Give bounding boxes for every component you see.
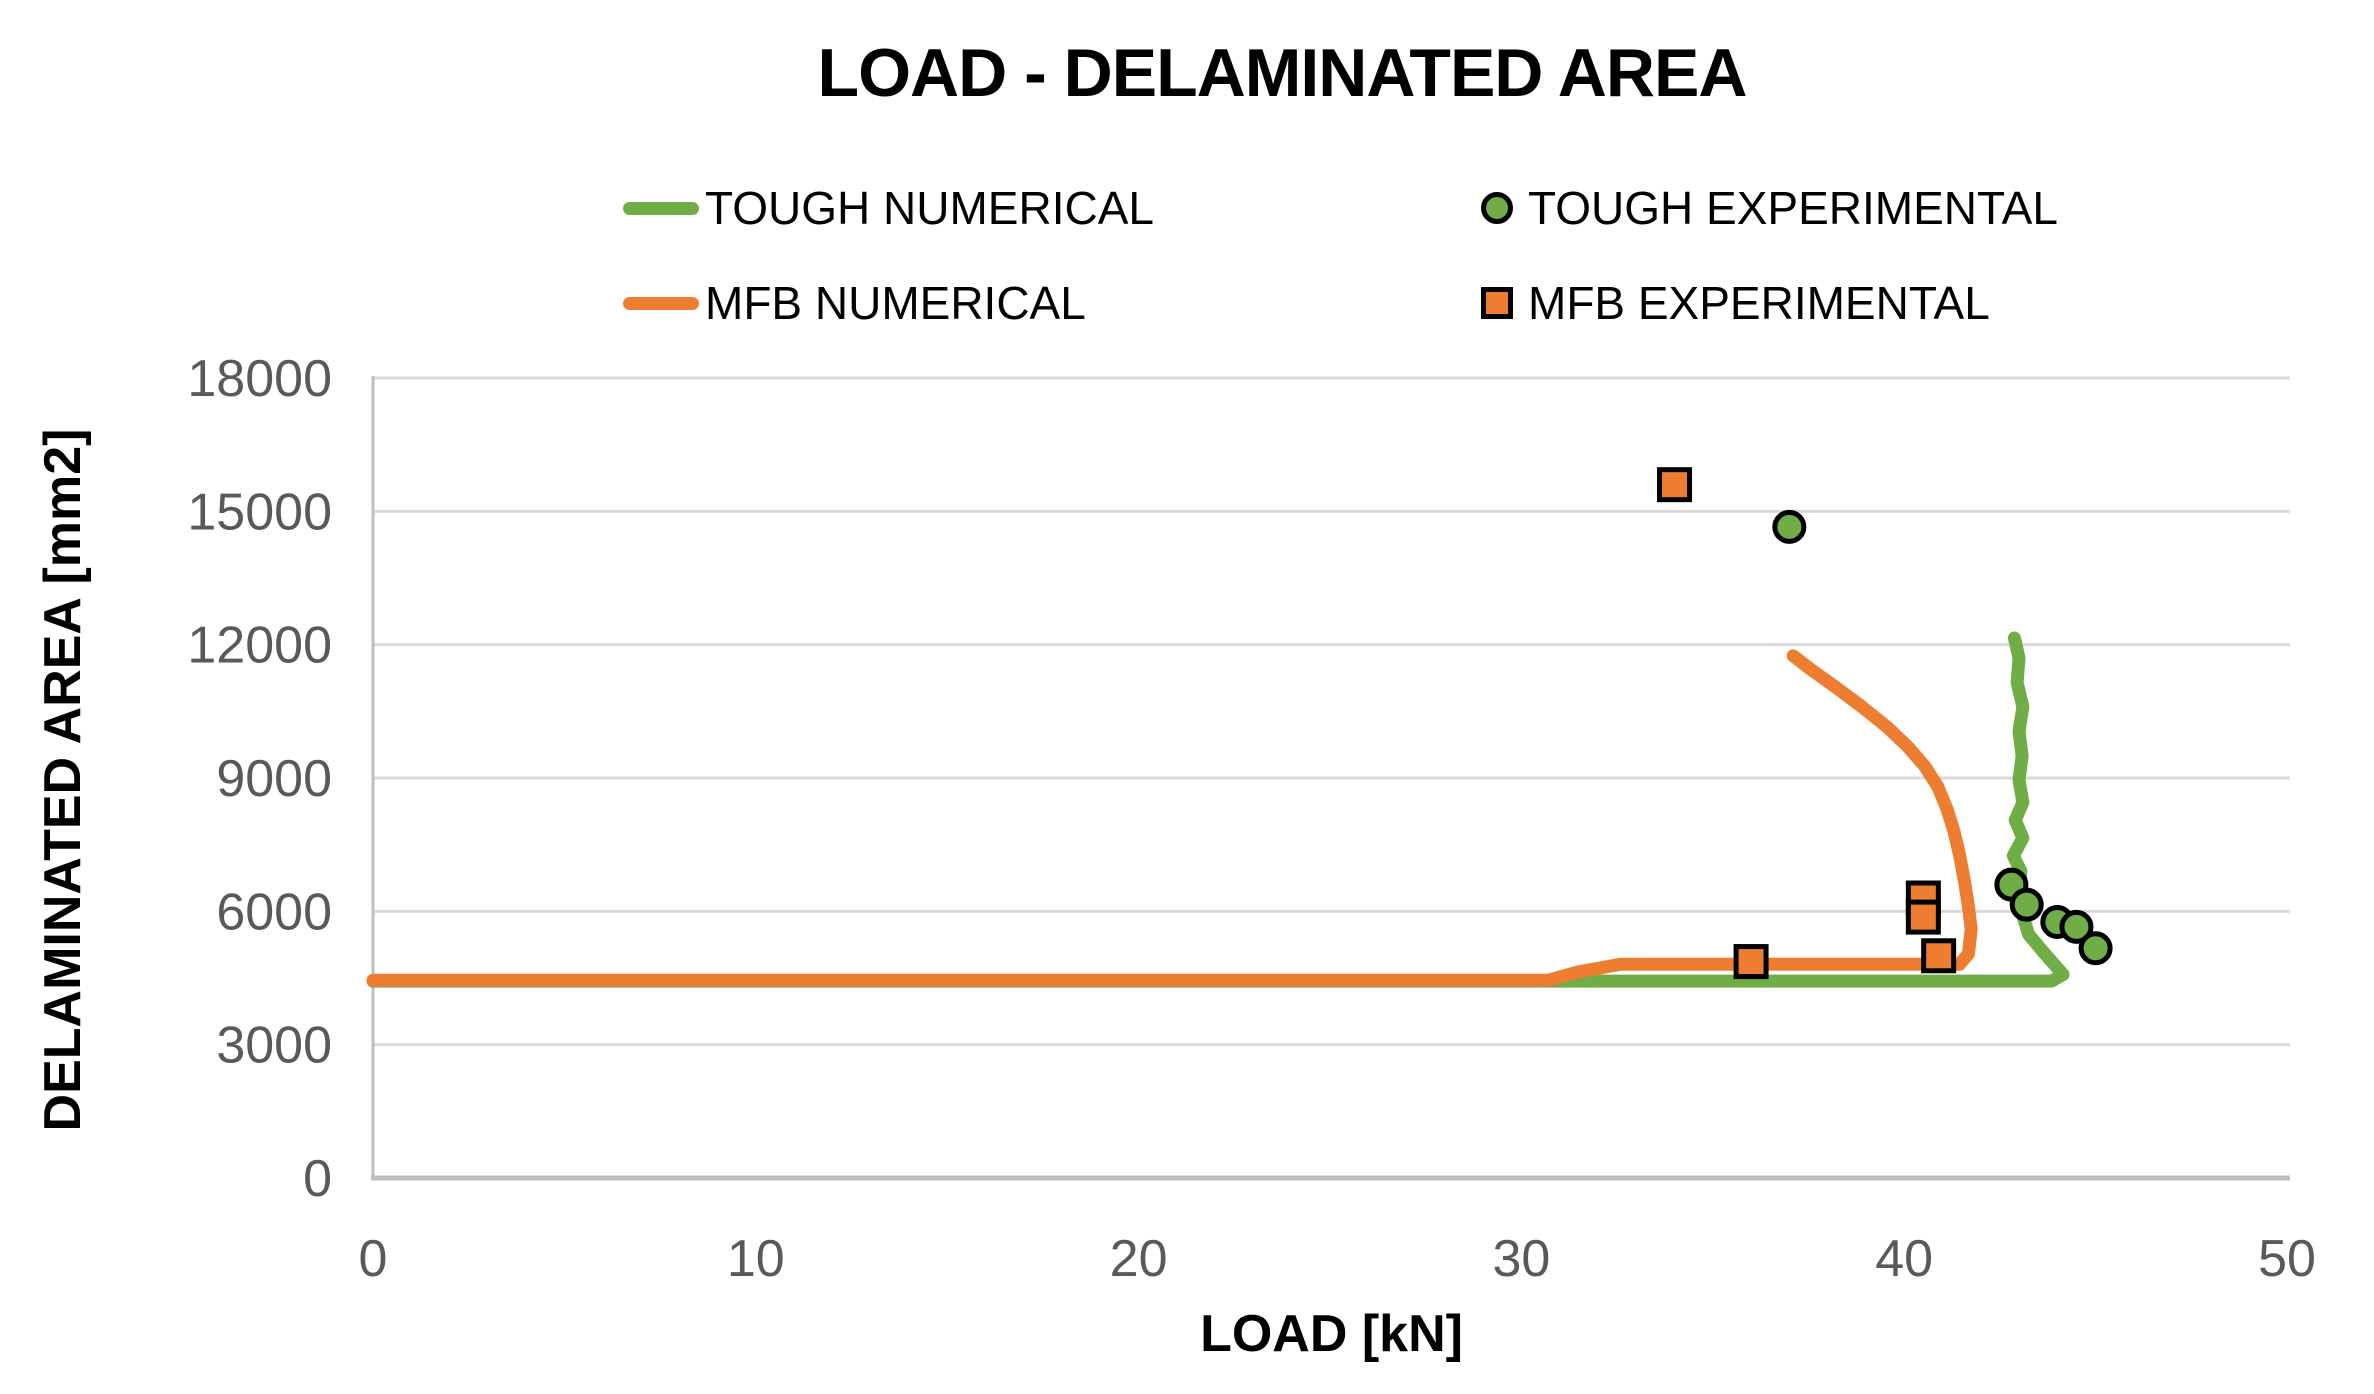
x-tick-label: 30 xyxy=(1492,1230,1550,1288)
x-tick-label: 40 xyxy=(1875,1230,1933,1288)
x-tick-label: 50 xyxy=(2258,1230,2316,1288)
legend-label: TOUGH NUMERICAL xyxy=(705,182,1154,234)
legend-item-mfb-experimental: MFB EXPERIMENTAL xyxy=(1481,277,1990,329)
y-tick-label: 0 xyxy=(303,1150,332,1208)
chart-title: LOAD - DELAMINATED AREA xyxy=(817,35,1748,111)
legend-item-mfb-numerical: MFB NUMERICAL xyxy=(623,277,1086,329)
marker-square-mfb-experimental xyxy=(1733,944,1769,980)
y-tick-label: 6000 xyxy=(216,883,332,941)
marker-circle-tough-experimental xyxy=(1772,509,1807,544)
marker-square-mfb-experimental xyxy=(1905,899,1941,935)
x-axis-title: LOAD [kN] xyxy=(1200,1305,1463,1363)
y-tick-label: 18000 xyxy=(187,350,332,408)
orange-line-swatch-icon xyxy=(623,296,699,310)
legend-label: MFB NUMERICAL xyxy=(705,277,1086,329)
marker-circle-tough-experimental xyxy=(2059,909,2094,944)
orange-square-marker-icon xyxy=(1481,287,1513,319)
marker-square-mfb-experimental xyxy=(1921,938,1957,974)
x-tick-label: 20 xyxy=(1110,1230,1168,1288)
y-tick-label: 9000 xyxy=(216,750,332,808)
y-tick-label: 3000 xyxy=(216,1017,332,1075)
series-line-mfb-numerical xyxy=(366,649,1978,987)
y-tick-label: 15000 xyxy=(187,483,332,541)
marker-circle-tough-experimental xyxy=(2078,931,2113,966)
y-tick-label: 12000 xyxy=(187,617,332,675)
series-line-tough-numerical xyxy=(366,631,2070,988)
marker-square-mfb-experimental xyxy=(1657,467,1693,503)
green-line-swatch-icon xyxy=(623,201,699,215)
green-circle-marker-icon xyxy=(1481,192,1513,224)
x-tick-label: 10 xyxy=(727,1230,785,1288)
legend-item-tough-numerical: TOUGH NUMERICAL xyxy=(623,182,1154,234)
x-tick-label: 0 xyxy=(359,1230,388,1288)
legend-label: MFB EXPERIMENTAL xyxy=(1528,277,1990,329)
legend-label: TOUGH EXPERIMENTAL xyxy=(1528,182,2058,234)
legend-item-tough-experimental: TOUGH EXPERIMENTAL xyxy=(1481,182,2058,234)
marker-circle-tough-experimental xyxy=(2009,887,2044,922)
